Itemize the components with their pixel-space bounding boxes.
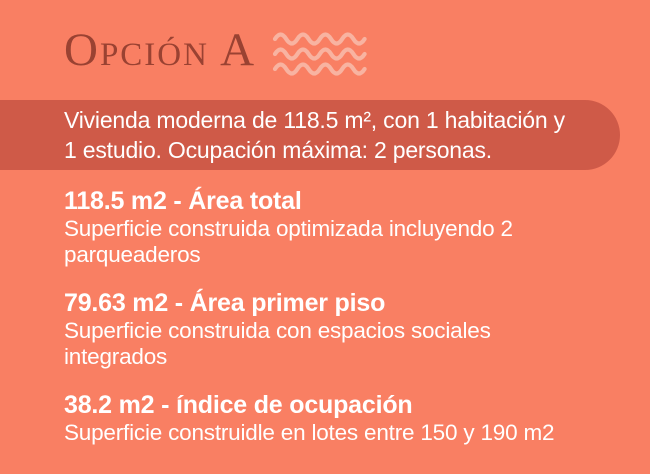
summary-banner: Vivienda moderna de 118.5 m², con 1 habi… — [0, 100, 620, 170]
spec-description-line: integrados — [64, 344, 168, 369]
spec-item-area-total: 118.5 m2 - Área total Superficie constru… — [64, 187, 610, 268]
spec-heading: 118.5 m2 - Área total — [64, 187, 302, 215]
spec-description: Superficie construida con espacios socia… — [64, 318, 610, 370]
spec-description-line: parqueaderos — [64, 242, 201, 267]
header: Opción A — [64, 24, 368, 78]
spec-item-area-primer-piso: 79.63 m2 - Área primer piso Superficie c… — [64, 289, 610, 370]
spec-description: Superficie construidle en lotes entre 15… — [64, 420, 610, 446]
spec-heading: 79.63 m2 - Área primer piso — [64, 289, 386, 317]
waves-icon — [272, 32, 367, 76]
specs-list: 118.5 m2 - Área total Superficie constru… — [64, 187, 610, 467]
page-title: Opción A — [64, 24, 257, 77]
spec-item-indice-ocupacion: 38.2 m2 - índice de ocupación Superficie… — [64, 391, 610, 446]
spec-description-line: Superficie construidle en lotes entre 15… — [64, 420, 555, 445]
spec-description-line: Superficie construida con espacios socia… — [64, 318, 491, 343]
spec-heading: 38.2 m2 - índice de ocupación — [64, 391, 413, 419]
spec-description: Superficie construida optimizada incluye… — [64, 216, 610, 268]
summary-banner-line: Vivienda moderna de 118.5 m², con 1 habi… — [64, 107, 565, 133]
summary-banner-line: 1 estudio. Ocupación máxima: 2 personas. — [64, 137, 492, 163]
spec-description-line: Superficie construida optimizada incluye… — [64, 216, 513, 241]
